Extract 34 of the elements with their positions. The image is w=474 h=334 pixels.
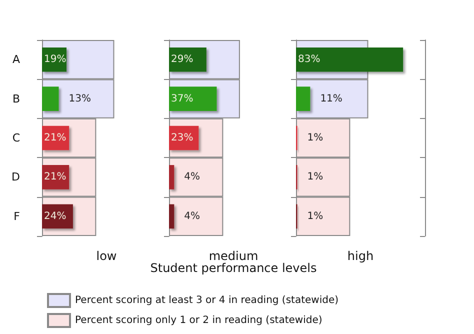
bar: [169, 86, 217, 111]
legend-label: Percent scoring only 1 or 2 in reading (statewide): [75, 315, 322, 326]
data-label: 1%: [307, 132, 324, 144]
data-label: 21%: [44, 132, 66, 144]
data-label: 83%: [298, 54, 320, 66]
data-label: 19%: [44, 54, 66, 66]
legend-label: Percent scoring at least 3 or 4 in reading (statewide): [75, 295, 339, 306]
data-label: 13%: [68, 93, 92, 104]
y-tick-label: C: [12, 132, 20, 144]
y-tick-label: D: [12, 170, 20, 184]
y-tick-label: B: [12, 92, 20, 106]
text: Student performance levels: [150, 261, 317, 275]
bar: [169, 165, 174, 190]
x-axis-title: medium: [208, 249, 258, 263]
data-label: 21%: [44, 172, 66, 183]
y-tick-label: A: [12, 53, 20, 66]
data-label: 11%: [320, 93, 342, 104]
bar: [169, 47, 206, 72]
bar: [296, 47, 404, 72]
data-label: 1%: [307, 210, 324, 222]
data-label: 23%: [171, 132, 194, 144]
data-label: 1%: [307, 172, 324, 183]
data-label: 4%: [184, 210, 200, 222]
x-axis-title: high: [347, 249, 374, 263]
bar: [42, 204, 73, 229]
data-label: 37%: [171, 93, 194, 104]
x-axis-title: low: [96, 249, 117, 263]
bar: [296, 86, 310, 111]
y-tick-label: F: [14, 210, 20, 223]
data-label: 29%: [171, 54, 194, 66]
data-label: 24%: [44, 210, 66, 222]
bar: [42, 86, 59, 111]
bar: [169, 204, 174, 229]
data-label: 4%: [184, 172, 200, 183]
